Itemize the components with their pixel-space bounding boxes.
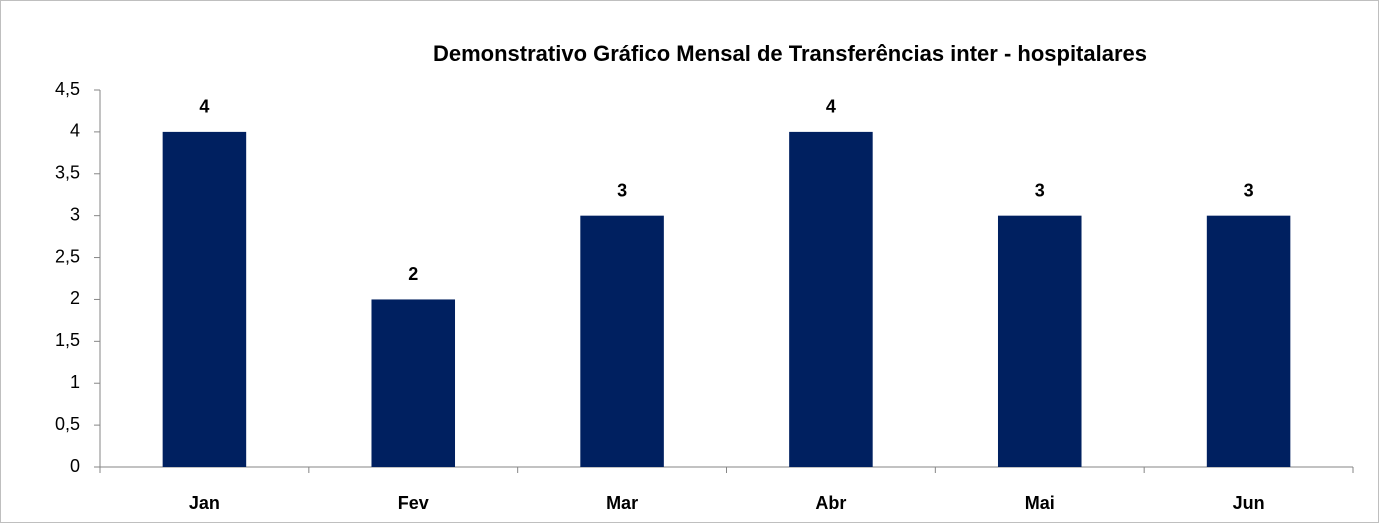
y-tick-label: 4 <box>70 121 80 141</box>
y-tick-label: 1,5 <box>55 330 80 350</box>
data-label: 3 <box>1035 180 1045 200</box>
y-tick-label: 0,5 <box>55 414 80 434</box>
x-tick-label: Fev <box>398 493 429 513</box>
y-tick-label: 1 <box>70 372 80 392</box>
data-label: 4 <box>199 97 209 117</box>
bar <box>997 215 1082 467</box>
y-tick-label: 2,5 <box>55 246 80 266</box>
bar <box>1206 215 1291 467</box>
y-tick-label: 3 <box>70 204 80 224</box>
y-tick-label: 4,5 <box>55 79 80 99</box>
bar <box>789 131 873 467</box>
data-label: 3 <box>617 180 627 200</box>
y-tick-label: 2 <box>70 288 80 308</box>
x-tick-label: Jan <box>189 493 220 513</box>
x-tick-label: Jun <box>1233 493 1265 513</box>
data-label: 4 <box>826 97 836 117</box>
y-tick-label: 0 <box>70 456 80 476</box>
chart-title: Demonstrativo Gráfico Mensal de Transfer… <box>433 41 1147 66</box>
bar <box>162 131 247 467</box>
data-label: 2 <box>408 264 418 284</box>
data-label: 3 <box>1244 180 1254 200</box>
x-tick-label: Mar <box>606 493 638 513</box>
bar <box>371 299 456 467</box>
x-tick-label: Abr <box>815 493 846 513</box>
bar <box>580 215 664 467</box>
x-tick-label: Mai <box>1025 493 1055 513</box>
y-tick-label: 3,5 <box>55 163 80 183</box>
